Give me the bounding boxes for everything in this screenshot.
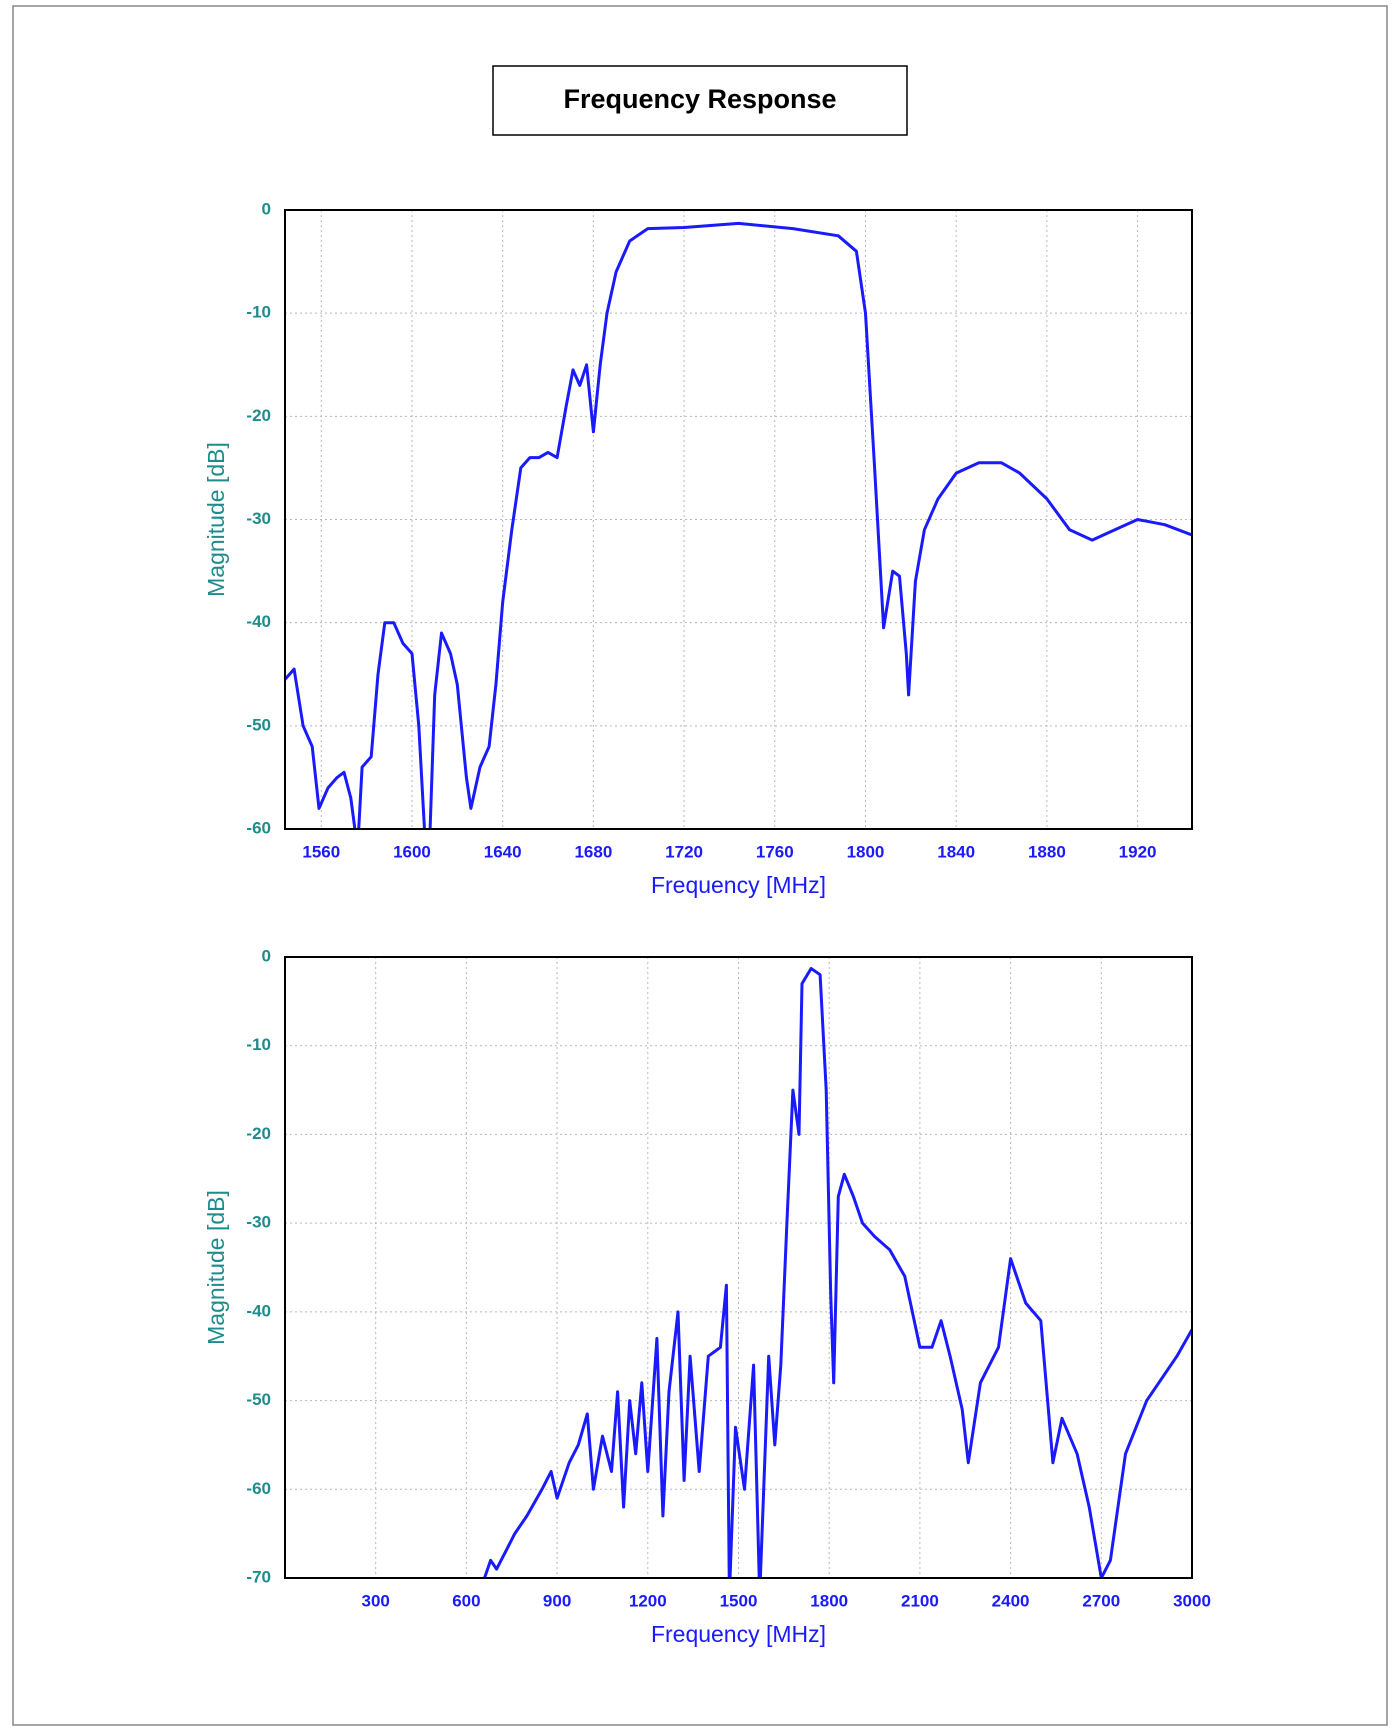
y-axis-label: Magnitude [dB] xyxy=(203,1190,229,1345)
x-tick-label: 3000 xyxy=(1173,1591,1211,1610)
x-tick-label: 300 xyxy=(362,1591,390,1610)
y-tick-label: -40 xyxy=(246,612,271,631)
x-tick-label: 1600 xyxy=(393,842,431,861)
x-tick-label: 1880 xyxy=(1028,842,1066,861)
x-tick-label: 600 xyxy=(452,1591,480,1610)
x-tick-label: 1500 xyxy=(720,1591,758,1610)
y-tick-label: -50 xyxy=(246,1390,271,1409)
y-tick-label: -40 xyxy=(246,1301,271,1320)
plot-frame xyxy=(284,956,1193,1579)
y-tick-label: -10 xyxy=(246,303,271,322)
x-tick-label: 1680 xyxy=(574,842,612,861)
x-tick-label: 2100 xyxy=(901,1591,939,1610)
x-tick-label: 1800 xyxy=(810,1591,848,1610)
y-tick-label: -20 xyxy=(246,406,271,425)
title-box xyxy=(492,65,908,136)
x-tick-label: 1560 xyxy=(302,842,340,861)
y-tick-label: -50 xyxy=(246,715,271,734)
x-tick-label: 2400 xyxy=(992,1591,1030,1610)
y-tick-label: -30 xyxy=(246,1213,271,1232)
x-tick-label: 1200 xyxy=(629,1591,667,1610)
y-tick-label: -20 xyxy=(246,1124,271,1143)
x-tick-label: 1720 xyxy=(665,842,703,861)
x-tick-label: 900 xyxy=(543,1591,571,1610)
y-axis-label: Magnitude [dB] xyxy=(203,442,229,597)
x-tick-label: 1640 xyxy=(484,842,522,861)
x-tick-label: 1840 xyxy=(937,842,975,861)
y-tick-label: -10 xyxy=(246,1035,271,1054)
x-tick-label: 1800 xyxy=(847,842,885,861)
y-tick-label: 0 xyxy=(262,199,271,218)
y-tick-label: 0 xyxy=(262,946,271,965)
x-tick-label: 1920 xyxy=(1119,842,1157,861)
x-tick-label: 1760 xyxy=(756,842,794,861)
x-tick-label: 2700 xyxy=(1082,1591,1120,1610)
data-line xyxy=(482,967,1192,1578)
plot-frame xyxy=(284,209,1193,830)
data-line xyxy=(285,221,1192,829)
chart-title: Frequency Response xyxy=(563,84,836,114)
y-tick-label: -60 xyxy=(246,1479,271,1498)
x-axis-label: Frequency [MHz] xyxy=(651,1621,826,1647)
y-tick-label: -60 xyxy=(246,818,271,837)
y-tick-label: -70 xyxy=(246,1567,271,1586)
y-tick-label: -30 xyxy=(246,509,271,528)
x-axis-label: Frequency [MHz] xyxy=(651,872,826,898)
page-border xyxy=(12,5,1388,1726)
